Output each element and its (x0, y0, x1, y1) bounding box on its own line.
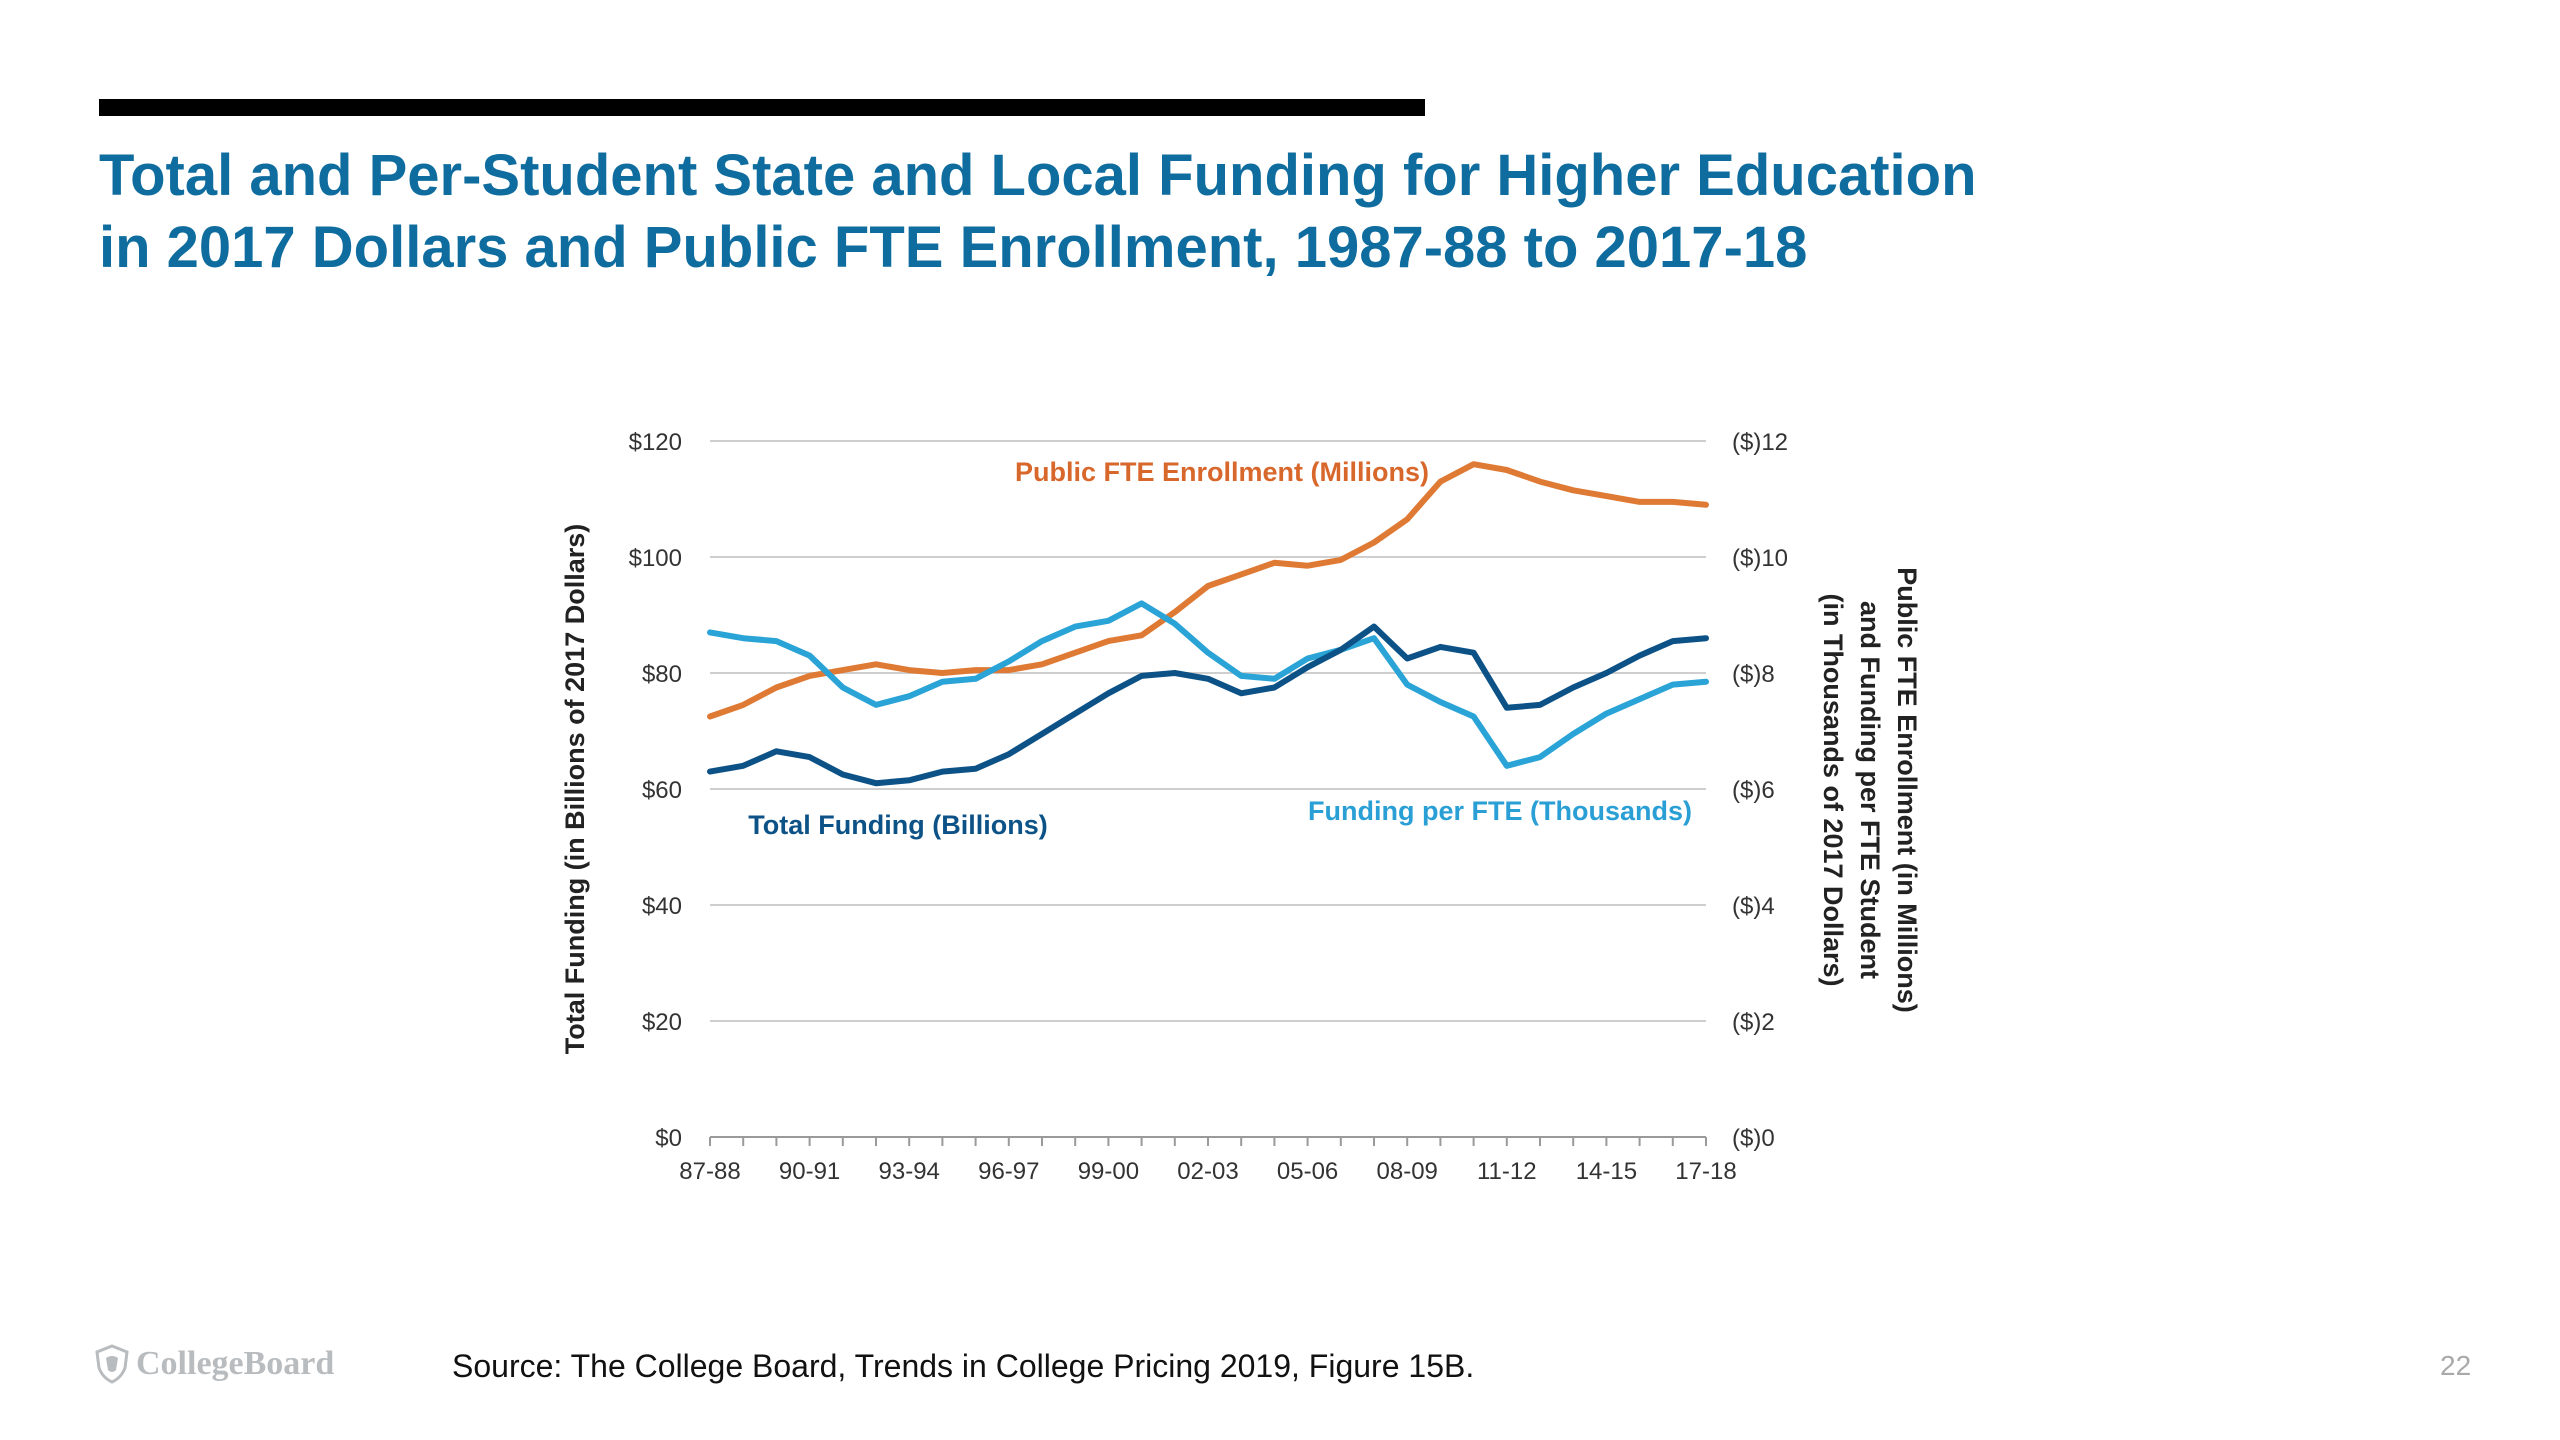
slide-title: Total and Per-Student State and Local Fu… (99, 140, 2199, 284)
right-axis-title-line: Public FTE Enrollment (in Millions) (1892, 567, 1922, 1013)
right-axis-title-line: and Funding per FTE Student (1855, 601, 1885, 979)
left-axis-tick-label: $60 (642, 777, 682, 804)
series-annotation: Total Funding (Billions) (748, 810, 1047, 840)
x-axis-tick-label: 17-18 (1675, 1158, 1736, 1185)
title-line-2: in 2017 Dollars and Public FTE Enrollmen… (99, 215, 1808, 280)
series-line-funding-per-fte-thousands (707, 600, 1709, 769)
x-axis-tick-label: 99-00 (1078, 1158, 1139, 1185)
series-line-public-fte-enrollment-millions (707, 461, 1709, 720)
collegeboard-logo: CollegeBoard (94, 1344, 334, 1384)
logo-text: CollegeBoard (136, 1345, 335, 1382)
x-axis-tick-label: 96-97 (978, 1158, 1039, 1185)
left-axis-tick-label: $20 (642, 1009, 682, 1036)
right-axis-tick-label: ($)0 (1732, 1125, 1775, 1152)
x-axis-tick-label: 08-09 (1377, 1158, 1438, 1185)
left-axis-tick-label: $120 (629, 429, 682, 456)
right-axis-tick-label: ($)6 (1732, 777, 1775, 804)
page-number: 22 (2440, 1350, 2472, 1381)
right-axis-tick-label: ($)4 (1732, 893, 1775, 920)
right-axis-title-line: (in Thousands of 2017 Dollars) (1818, 593, 1848, 986)
left-axis-tick-label: $40 (642, 893, 682, 920)
x-axis-tick-label: 02-03 (1177, 1158, 1238, 1185)
right-axis-tick-label: ($)10 (1732, 545, 1788, 572)
acorn-shield-icon (95, 1344, 129, 1384)
series-annotation: Funding per FTE (Thousands) (1308, 796, 1692, 826)
x-axis-tick-label: 90-91 (779, 1158, 840, 1185)
left-axis-tick-label: $100 (629, 545, 682, 572)
source-note: Source: The College Board, Trends in Col… (452, 1348, 1475, 1384)
x-axis-tick-label: 05-06 (1277, 1158, 1338, 1185)
left-axis-tick-label: $80 (642, 661, 682, 688)
x-axis-tick-label: 14-15 (1576, 1158, 1637, 1185)
title-accent-bar (99, 99, 1425, 116)
right-axis-tick-label: ($)2 (1732, 1009, 1775, 1036)
x-axis-tick-label: 87-88 (679, 1158, 740, 1185)
right-axis-tick-label: ($)8 (1732, 661, 1775, 688)
title-line-1: Total and Per-Student State and Local Fu… (99, 143, 1977, 208)
x-axis-tick-label: 93-94 (879, 1158, 940, 1185)
left-axis-title: Total Funding (in Billions of 2017 Dolla… (560, 524, 590, 1055)
left-axis-tick-label: $0 (655, 1125, 682, 1152)
series-annotation: Public FTE Enrollment (Millions) (1015, 457, 1429, 487)
right-axis-tick-label: ($)12 (1732, 429, 1788, 456)
series-line-total-funding-billions (707, 623, 1709, 787)
x-axis-tick-label: 11-12 (1477, 1158, 1537, 1185)
